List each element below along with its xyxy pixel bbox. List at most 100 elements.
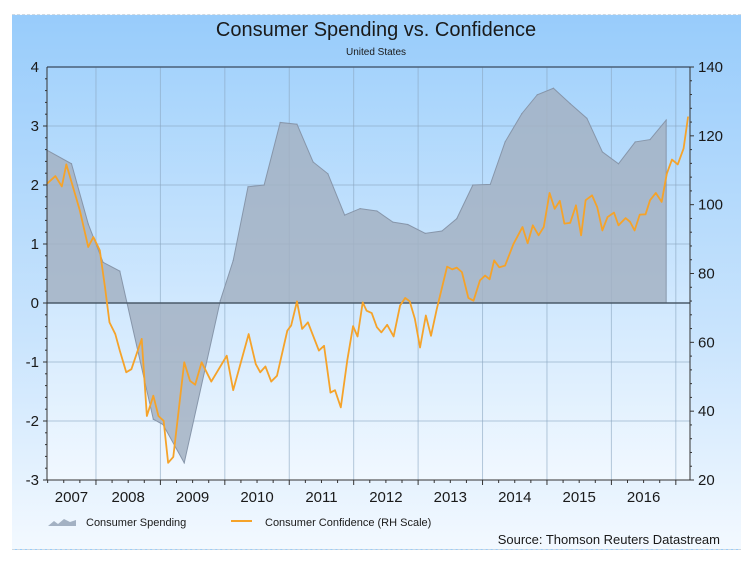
spending-point bbox=[102, 261, 104, 263]
x-tick-label: 2009 bbox=[176, 489, 209, 506]
confidence-point bbox=[451, 268, 453, 270]
confidence-point bbox=[409, 300, 411, 302]
confidence-point bbox=[467, 297, 469, 299]
spending-point bbox=[392, 221, 394, 223]
confidence-point bbox=[276, 375, 278, 377]
confidence-point bbox=[163, 420, 165, 422]
confidence-point bbox=[436, 308, 438, 310]
spending-point bbox=[376, 210, 378, 212]
legend-spending-swatch bbox=[48, 519, 76, 526]
confidence-point bbox=[65, 163, 67, 165]
confidence-point bbox=[146, 415, 148, 417]
spending-point bbox=[327, 173, 329, 175]
legend: Consumer Spending Consumer Confidence (R… bbox=[48, 517, 431, 529]
y-left-tick-label: -1 bbox=[26, 354, 39, 371]
spending-point bbox=[263, 184, 265, 186]
confidence-point bbox=[512, 243, 515, 245]
confidence-point bbox=[504, 264, 506, 267]
confidence-point bbox=[617, 224, 620, 226]
confidence-point bbox=[613, 211, 615, 214]
confidence-point bbox=[264, 365, 267, 368]
confidence-point bbox=[554, 208, 556, 210]
confidence-point bbox=[682, 147, 685, 150]
confidence-point bbox=[624, 217, 627, 219]
confidence-point bbox=[580, 234, 582, 236]
confidence-point bbox=[172, 456, 174, 458]
confidence-point bbox=[585, 199, 587, 201]
y-right-tick-label: 100 bbox=[698, 197, 723, 214]
series-consumer-confidence-line bbox=[46, 116, 689, 464]
spending-point bbox=[617, 163, 620, 165]
spending-point bbox=[87, 223, 89, 225]
confidence-point bbox=[194, 384, 196, 386]
spending-point bbox=[359, 208, 361, 210]
confidence-point bbox=[286, 330, 288, 332]
confidence-point bbox=[446, 266, 448, 268]
spending-point bbox=[456, 218, 458, 220]
spending-point bbox=[70, 163, 73, 165]
confidence-point bbox=[569, 222, 571, 224]
x-tick-label: 2007 bbox=[55, 489, 88, 506]
confidence-point bbox=[493, 259, 495, 262]
confidence-point bbox=[362, 301, 364, 304]
confidence-point bbox=[104, 286, 106, 288]
spending-point bbox=[247, 186, 249, 188]
confidence-point bbox=[329, 391, 332, 394]
confidence-point bbox=[79, 209, 81, 212]
legend-confidence-label: Consumer Confidence (RH Scale) bbox=[265, 517, 431, 529]
confidence-point bbox=[352, 325, 354, 327]
confidence-point bbox=[371, 312, 373, 314]
spending-point bbox=[536, 94, 538, 96]
confidence-point bbox=[201, 361, 203, 363]
y-left-tick-label: 0 bbox=[31, 295, 39, 312]
confidence-point bbox=[130, 368, 133, 370]
y-left-tick-label: -3 bbox=[26, 472, 39, 489]
confidence-point bbox=[456, 267, 458, 269]
confidence-point bbox=[87, 246, 89, 248]
spending-point bbox=[232, 259, 234, 262]
confidence-point bbox=[301, 328, 303, 330]
y-right-tick-label: 20 bbox=[698, 472, 715, 489]
confidence-point bbox=[356, 335, 359, 338]
confidence-point bbox=[666, 173, 668, 175]
y-right-tick-label: 40 bbox=[698, 403, 715, 420]
confidence-point bbox=[575, 204, 577, 206]
confidence-point bbox=[532, 224, 534, 226]
spending-point bbox=[472, 184, 474, 186]
confidence-point bbox=[189, 380, 191, 382]
confidence-point bbox=[393, 335, 395, 338]
source-note: Source: Thomson Reuters Datastream bbox=[498, 532, 720, 547]
spending-point bbox=[441, 230, 443, 232]
confidence-point bbox=[365, 310, 368, 312]
confidence-point bbox=[318, 349, 320, 352]
y-left-tick-label: 3 bbox=[31, 118, 39, 135]
spending-point bbox=[279, 121, 281, 124]
x-tick-label: 2014 bbox=[498, 489, 531, 506]
confidence-point bbox=[376, 326, 378, 328]
confidence-point bbox=[399, 304, 401, 307]
confidence-point bbox=[461, 271, 463, 273]
confidence-point bbox=[141, 338, 143, 340]
spending-point bbox=[552, 87, 555, 89]
confidence-point bbox=[380, 331, 382, 333]
confidence-point bbox=[167, 462, 169, 464]
confidence-point bbox=[484, 274, 486, 277]
spending-point bbox=[489, 183, 491, 186]
confidence-point bbox=[649, 199, 651, 201]
spending-point bbox=[601, 151, 603, 153]
confidence-point bbox=[119, 349, 121, 352]
spending-point bbox=[183, 462, 185, 464]
spending-point bbox=[312, 161, 314, 163]
confidence-point bbox=[425, 314, 427, 317]
confidence-point bbox=[259, 371, 261, 373]
confidence-point bbox=[404, 297, 406, 299]
confidence-point bbox=[596, 206, 598, 208]
spending-point bbox=[424, 232, 426, 234]
chart-subtitle: United States bbox=[346, 47, 406, 58]
confidence-point bbox=[108, 321, 111, 323]
confidence-point bbox=[270, 380, 272, 383]
x-tick-label: 2013 bbox=[434, 489, 467, 506]
confidence-point bbox=[644, 213, 647, 215]
spending-point bbox=[586, 117, 588, 119]
